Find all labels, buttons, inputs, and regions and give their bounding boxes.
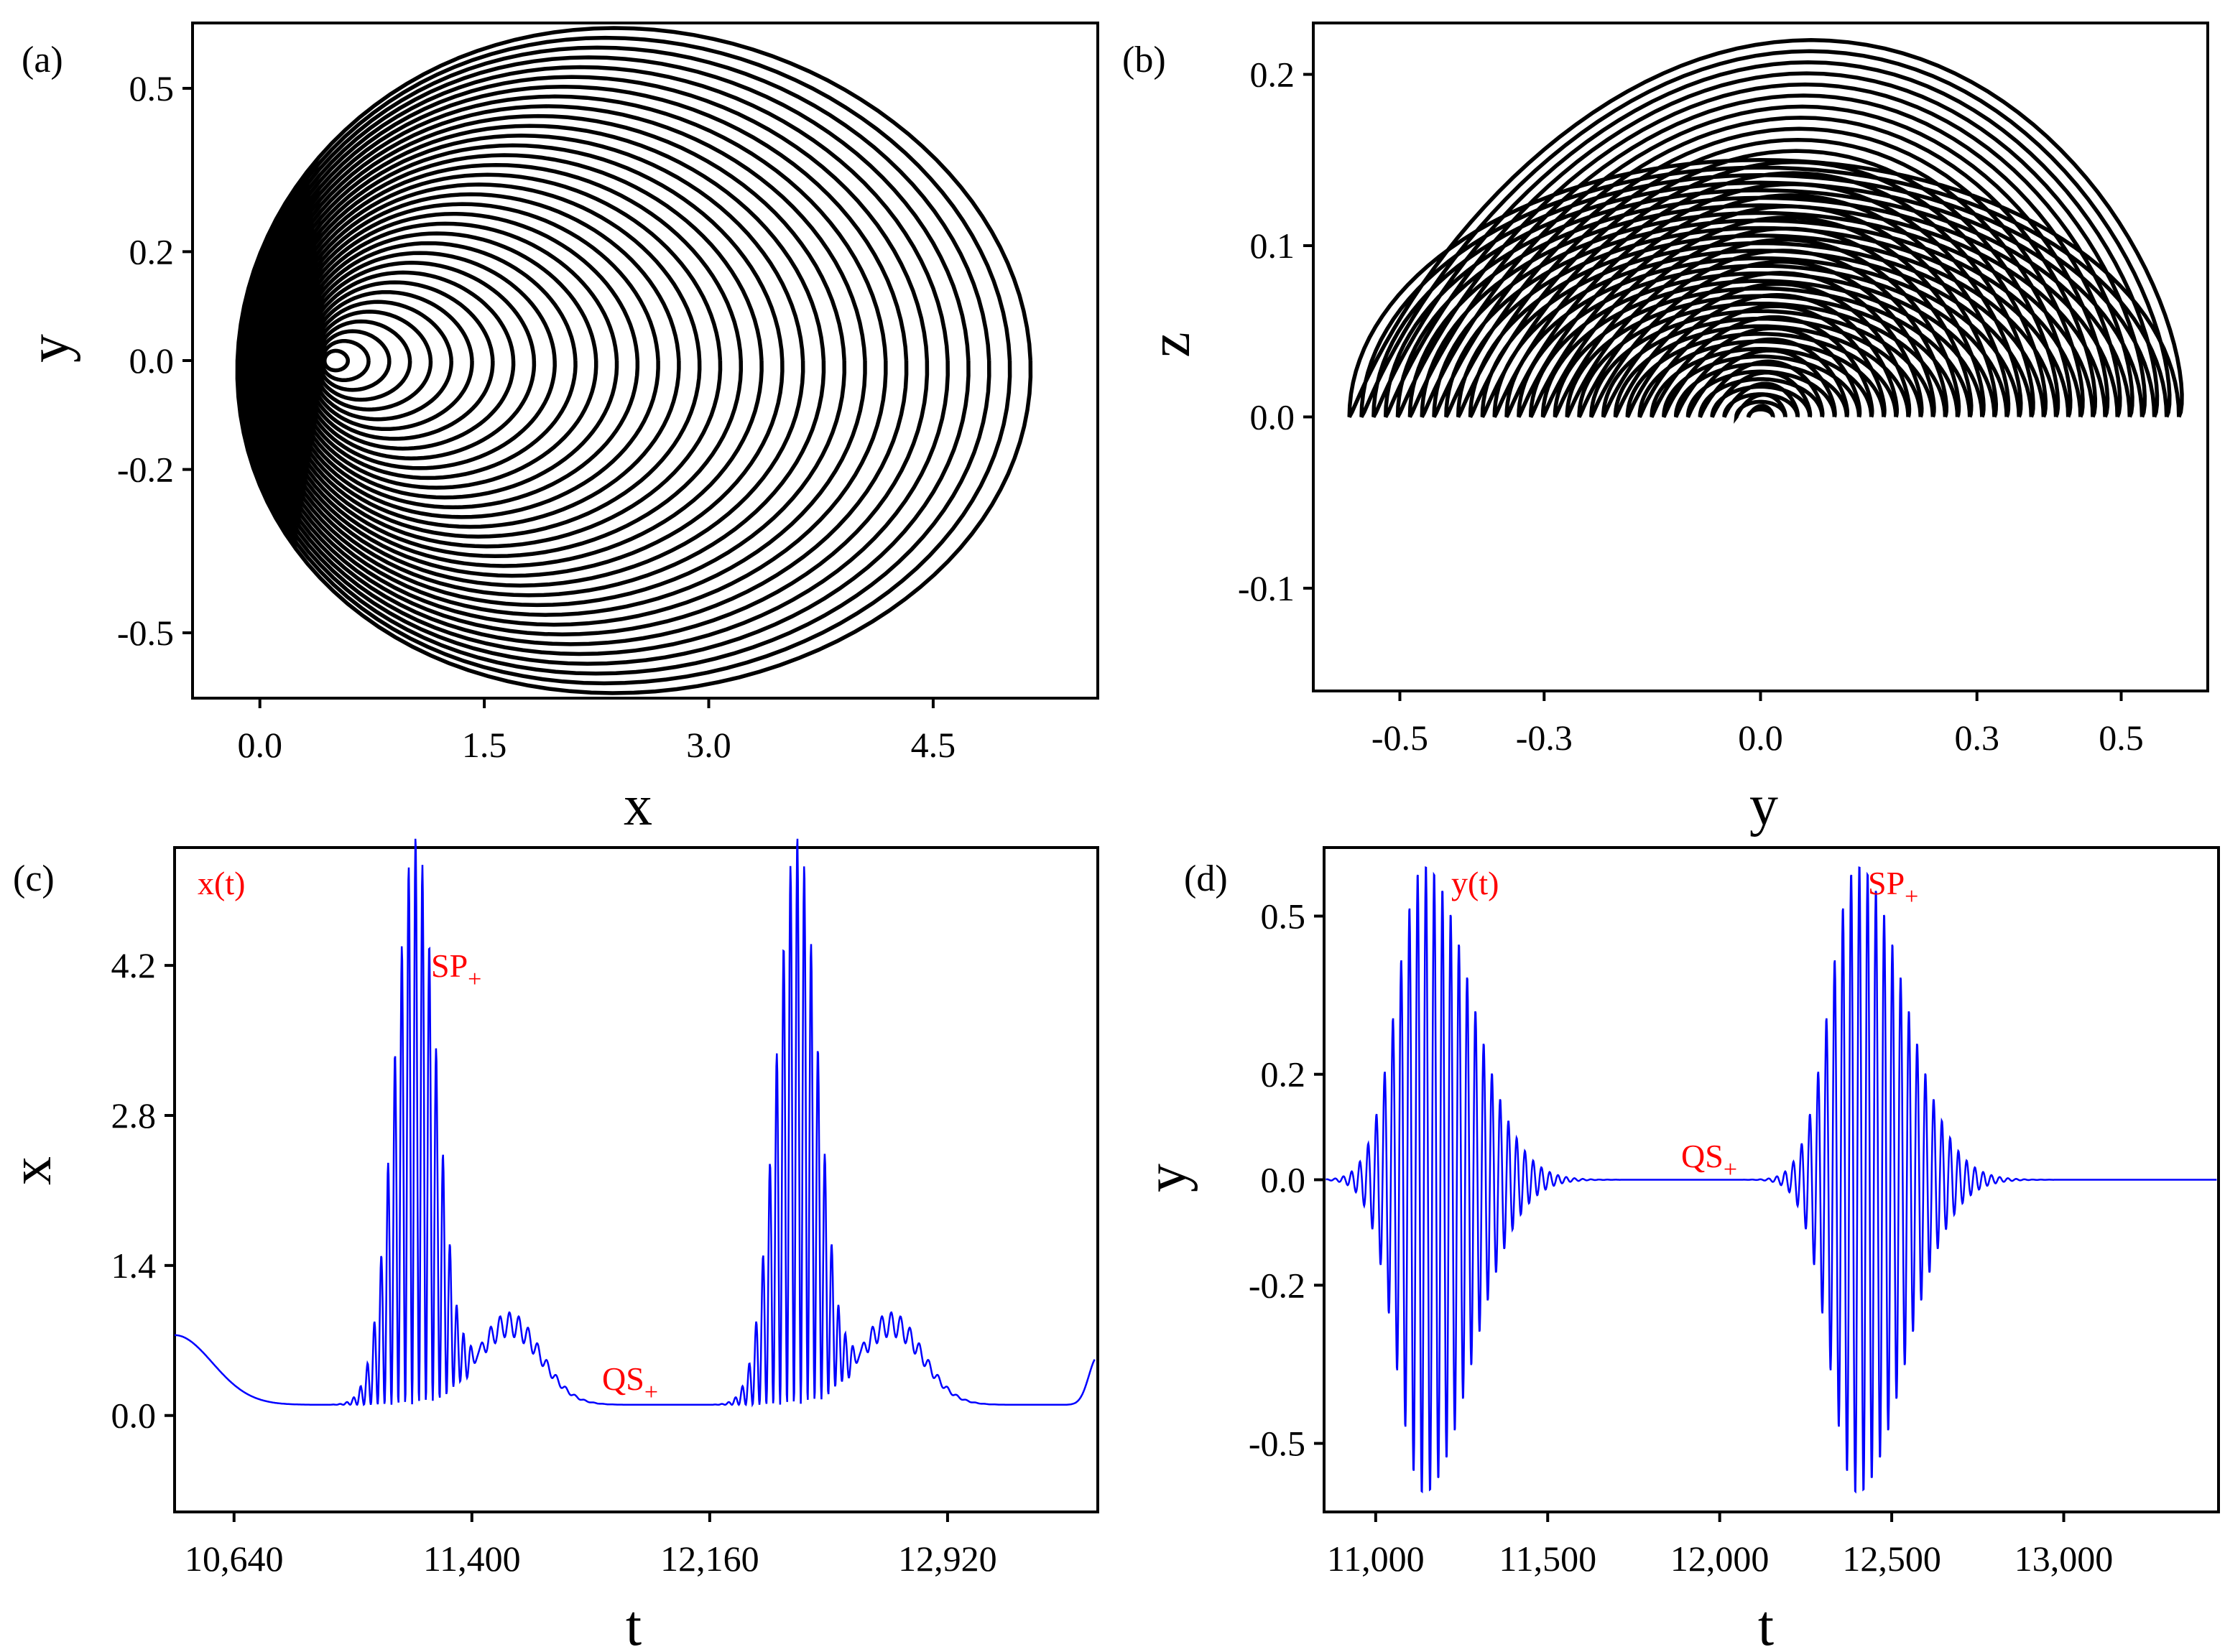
- panel-c-ytick-label: 1.4: [111, 1245, 157, 1286]
- panel-a-ticks: 0.0 1.5 3.0 4.5 0.5 0.2 0.0 -0.2 -0.5: [117, 68, 956, 765]
- panel-b-xtick-label: 0.5: [2099, 718, 2144, 758]
- panel-b-xtick-label: 0.3: [1954, 718, 1999, 758]
- panel-c-series-label: x(t): [198, 865, 245, 901]
- panel-a-xtick-label: 0.0: [237, 725, 282, 765]
- panel-c-ylabel: x: [0, 1156, 63, 1185]
- panel-d-label: (d): [1184, 858, 1228, 899]
- panel-b-xtick-label: 0.0: [1738, 718, 1783, 758]
- panel-c-frame: [173, 846, 1099, 1513]
- panel-d-xtick-label: 11,000: [1327, 1539, 1425, 1579]
- panel-d-yt-line: [1326, 866, 2217, 1494]
- panel-b-xtick-label: -0.5: [1371, 718, 1428, 758]
- panel-d-xtick-label: 11,500: [1499, 1539, 1596, 1579]
- panel-d-ytick-label: 0.2: [1261, 1054, 1306, 1095]
- panel-a-xtick-label: 1.5: [462, 725, 507, 765]
- panel-d-ticks: 11,000 11,500 12,000 12,500 13,000 0.5 0.2 0.0 -…: [1249, 896, 2113, 1579]
- panel-a-ylabel: y: [18, 334, 81, 363]
- panel-b-ticks: -0.5 -0.3 0.0 0.3 0.5 0.2 0.1 0.0 -0.1: [1238, 55, 2144, 758]
- panel-c-ytick-label: 2.8: [111, 1095, 157, 1136]
- panel-a-ytick-label: -0.2: [117, 450, 174, 490]
- panel-a-ytick-label: 0.2: [129, 231, 175, 272]
- panel-d-xlabel: t: [1758, 1595, 1774, 1652]
- panel-b-trajectory: [1347, 38, 2184, 424]
- panel-d-ytick-label: 0.0: [1261, 1160, 1306, 1200]
- panel-a-frame: [191, 22, 1099, 700]
- panel-c-xlabel: t: [626, 1595, 642, 1652]
- panel-c-xtick-label: 12,920: [898, 1539, 997, 1579]
- panel-d-sp-label: SP+: [1868, 865, 1918, 910]
- panel-b-xtick-label: -0.3: [1516, 718, 1573, 758]
- panel-b-label: (b): [1122, 40, 1166, 80]
- panel-b: (b) -0.5 -0.3 0.0 0.3 0.5 0.2 0.1 0.0 -0.1 y z: [1122, 22, 2209, 837]
- panel-c: (c) 10,640 11,400 12,160 12,920 4.2 2.8 1.4 0.0…: [0, 838, 1099, 1652]
- panel-d-series-label: y(t): [1451, 865, 1499, 901]
- panel-c-xtick-label: 12,160: [660, 1539, 759, 1579]
- panel-b-ytick-label: 0.2: [1250, 55, 1295, 95]
- panel-a: (a) 0.0 1.5 3.0 4.5 0.5 0.2 0.0 -0.2 -0.5 x y: [18, 22, 1099, 837]
- panel-a-ytick-label: 0.0: [129, 340, 175, 381]
- panel-a-ytick-label: 0.5: [129, 68, 175, 108]
- panel-a-xtick-label: 3.0: [686, 725, 731, 765]
- panel-c-xtick-label: 10,640: [185, 1539, 284, 1579]
- panel-b-ylabel: z: [1139, 332, 1202, 358]
- panel-b-ytick-label: 0.1: [1250, 226, 1295, 266]
- panel-d-ytick-label: -0.2: [1249, 1265, 1305, 1305]
- panel-d-xtick-label: 12,000: [1670, 1539, 1770, 1579]
- panel-c-xt-line: [175, 838, 1096, 1408]
- panel-c-ytick-label: 0.0: [111, 1396, 157, 1436]
- panel-a-xlabel: x: [624, 774, 652, 837]
- panel-c-sp-label: SP+: [431, 947, 481, 993]
- panel-b-xlabel: y: [1749, 774, 1778, 837]
- panel-d-ytick-label: 0.5: [1261, 896, 1306, 936]
- panel-c-qs-label: QS+: [602, 1360, 658, 1406]
- panel-c-ytick-label: 4.2: [111, 945, 157, 985]
- panel-c-ticks: 10,640 11,400 12,160 12,920 4.2 2.8 1.4 0.0: [111, 945, 997, 1579]
- panel-b-ytick-label: -0.1: [1238, 568, 1295, 608]
- panel-d-ylabel: y: [1135, 1164, 1198, 1192]
- panel-a-xtick-label: 4.5: [911, 725, 956, 765]
- panel-a-label: (a): [22, 40, 63, 80]
- panel-d-xtick-label: 13,000: [2014, 1539, 2114, 1579]
- panel-d-xtick-label: 12,500: [1842, 1539, 1941, 1579]
- panel-a-ytick-label: -0.5: [117, 613, 174, 653]
- panel-d: (d) 11,000 11,500 12,000 12,500 13,000 0.5 0.2…: [1135, 846, 2220, 1652]
- panel-c-xtick-label: 11,400: [423, 1539, 521, 1579]
- panel-b-ytick-label: 0.0: [1250, 396, 1295, 437]
- panel-d-qs-label: QS+: [1681, 1138, 1737, 1183]
- panel-a-trajectory: [235, 26, 1033, 695]
- panel-c-label: (c): [13, 858, 55, 899]
- panel-d-ytick-label: -0.5: [1249, 1424, 1305, 1464]
